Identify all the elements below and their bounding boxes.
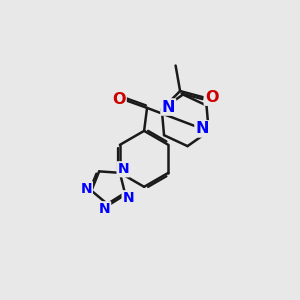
Text: N: N	[123, 191, 134, 205]
Text: N: N	[118, 162, 129, 176]
Text: N: N	[98, 202, 110, 216]
Text: O: O	[205, 90, 218, 105]
Text: N: N	[196, 122, 209, 136]
Text: O: O	[112, 92, 125, 106]
Text: N: N	[80, 182, 92, 196]
Text: N: N	[161, 100, 175, 115]
